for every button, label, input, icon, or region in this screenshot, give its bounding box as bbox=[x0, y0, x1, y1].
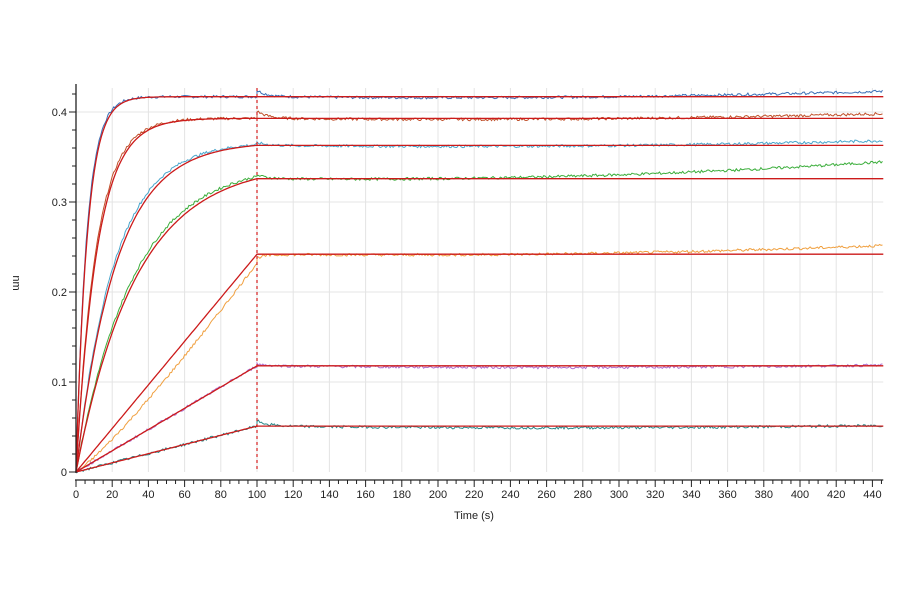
x-tick-label: 400 bbox=[791, 489, 809, 501]
fit-curve bbox=[75, 365, 884, 473]
fit-curves bbox=[75, 96, 884, 473]
x-tick-label: 420 bbox=[827, 489, 845, 501]
x-tick-label: 200 bbox=[429, 489, 447, 501]
grid-lines bbox=[76, 88, 884, 472]
data-curve-7 bbox=[75, 419, 883, 474]
data-curve-3 bbox=[75, 139, 883, 473]
y-tick-label: 0.2 bbox=[52, 287, 67, 299]
data-curve-5 bbox=[75, 243, 883, 473]
x-tick-label: 340 bbox=[682, 489, 700, 501]
x-tick-label: 260 bbox=[537, 489, 555, 501]
x-tick-label: 220 bbox=[465, 489, 483, 501]
x-tick-label: 440 bbox=[863, 489, 881, 501]
x-tick-label: 380 bbox=[755, 489, 773, 501]
x-tick-label: 140 bbox=[320, 489, 338, 501]
x-tick-label: 60 bbox=[178, 489, 190, 501]
x-tick-label: 300 bbox=[610, 489, 628, 501]
fit-curve bbox=[75, 178, 884, 473]
fit-curve bbox=[75, 425, 884, 473]
axes: 0 20 40 60 80 100 120 140 160 180 200 220 240 260 280 3… bbox=[52, 84, 884, 501]
x-tick-label: 320 bbox=[646, 489, 664, 501]
data-curve-1 bbox=[75, 89, 883, 473]
x-tick-label: 120 bbox=[284, 489, 302, 501]
data-curves bbox=[75, 89, 883, 474]
x-axis-title: Time (s) bbox=[454, 510, 494, 522]
x-tick-label: 40 bbox=[142, 489, 154, 501]
x-tick-label: 80 bbox=[215, 489, 227, 501]
x-tick-label: 20 bbox=[106, 489, 118, 501]
y-tick-label: 0.3 bbox=[52, 197, 67, 209]
y-tick-label: 0 bbox=[61, 467, 67, 479]
x-tick-label: 100 bbox=[248, 489, 266, 501]
x-tick-label: 0 bbox=[73, 489, 79, 501]
y-tick-label: 0.4 bbox=[52, 107, 67, 119]
data-curve-4 bbox=[75, 160, 883, 472]
fit-curve bbox=[75, 96, 884, 473]
x-tick-label: 160 bbox=[356, 489, 374, 501]
y-tick-label: 0.1 bbox=[52, 377, 67, 389]
x-tick-label: 280 bbox=[574, 489, 592, 501]
data-curve-6 bbox=[75, 361, 883, 474]
fit-curve bbox=[75, 144, 884, 473]
x-tick-label: 360 bbox=[718, 489, 736, 501]
data-curve-2 bbox=[75, 110, 883, 472]
y-axis-title: nm bbox=[10, 275, 22, 290]
fit-curve bbox=[75, 253, 884, 473]
fit-curve bbox=[75, 117, 884, 473]
x-tick-label: 180 bbox=[393, 489, 411, 501]
x-tick-label: 240 bbox=[501, 489, 519, 501]
